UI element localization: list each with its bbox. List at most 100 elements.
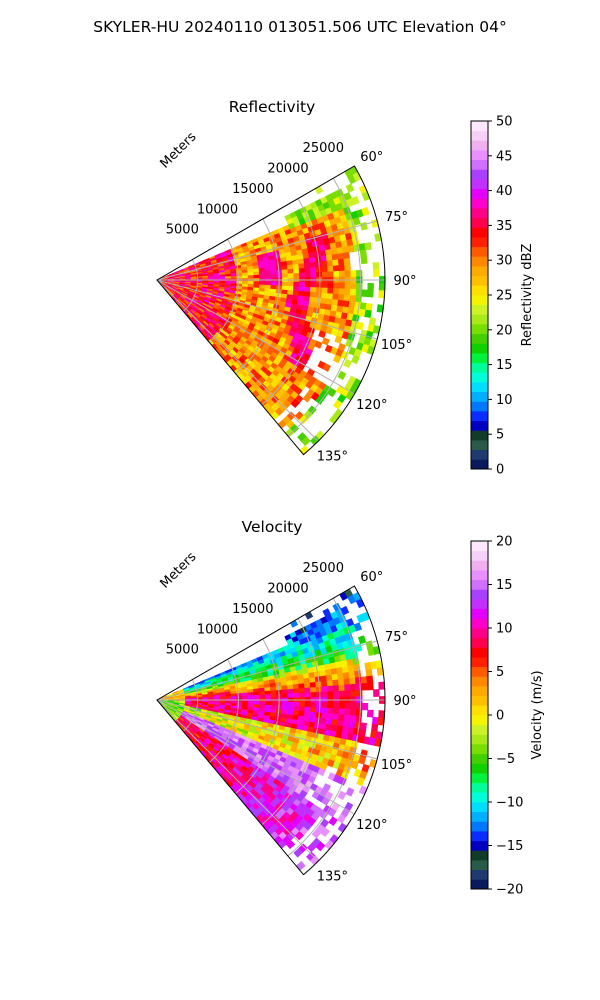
sector-cell [327, 691, 335, 698]
velocity-title: Velocity [242, 518, 303, 536]
sector-cell [344, 264, 351, 272]
sector-cell [281, 273, 289, 279]
colorbar-swatch [471, 159, 488, 170]
sector-cell [270, 273, 278, 279]
angle-tick-label: 135° [317, 869, 348, 884]
sector-cell [295, 860, 306, 871]
sector-cell [349, 715, 357, 723]
reflectivity-colorbar: 0 5 10 15 20 25 30 35 40 45 50 [470, 115, 513, 478]
sector-cell [355, 683, 363, 691]
colorbar-swatch [471, 657, 488, 668]
colorbar-tick-label: 5 [496, 665, 504, 680]
colorbar-swatch [471, 256, 488, 267]
sector-cell [332, 259, 340, 267]
sector-cell [320, 255, 328, 263]
sector-cell [361, 703, 369, 711]
sector-cell [310, 286, 317, 293]
sector-cell [332, 713, 340, 721]
sector-cell [366, 675, 374, 684]
angle-tick-label: 60° [360, 150, 383, 165]
sector-cell [337, 790, 347, 801]
sector-cell [285, 839, 296, 850]
sector-cell [337, 258, 345, 266]
bearing-spoke [156, 699, 355, 815]
sector-cell [270, 690, 277, 695]
colorbar-swatch [471, 362, 488, 373]
sector-cell [337, 719, 345, 728]
sector-cell [360, 676, 368, 685]
sector-cell [344, 684, 351, 692]
colorbar-swatch [471, 753, 488, 764]
sector-cell [270, 693, 278, 699]
colorbar-tick-label: 0 [496, 463, 504, 478]
colorbar-swatch [471, 333, 488, 344]
colorbar-swatch [471, 666, 488, 677]
sector-cell [338, 288, 346, 296]
sector-cell [292, 263, 300, 270]
sector-cell [321, 691, 329, 698]
sector-cell [371, 723, 379, 732]
velocity-grid [156, 585, 386, 876]
sector-cell [287, 273, 295, 279]
sector-cell [332, 293, 340, 301]
colorbar-swatch [471, 304, 488, 315]
reflectivity-axis-ticks: 5000 10000 15000 20000 25000 60° 75° 90° 105° 120… [166, 141, 417, 464]
colorbar-swatch [471, 840, 488, 851]
colorbar-swatch [471, 773, 488, 784]
colorbar-tick-label: −10 [496, 796, 523, 811]
colorbar-swatch [471, 705, 488, 716]
angle-tick-label: 60° [360, 570, 383, 585]
sector-cell [294, 831, 305, 841]
colorbar-swatch [471, 324, 488, 335]
sector-cell [327, 702, 335, 709]
sector-cell [337, 714, 345, 722]
colorbar-swatch [471, 831, 488, 842]
sector-cell [321, 702, 329, 709]
colorbar-swatch [471, 724, 488, 735]
sector-cell [348, 671, 356, 679]
sector-cell [354, 670, 362, 679]
sector-cell [286, 264, 294, 270]
sector-cell [322, 363, 332, 372]
sector-cell [287, 705, 294, 712]
reflectivity-title: Reflectivity [229, 98, 316, 116]
sector-cell [298, 286, 306, 293]
sector-cell [281, 693, 289, 699]
colorbar-swatch [471, 401, 488, 412]
sector-cell [371, 716, 379, 725]
sector-cell [351, 354, 360, 365]
colorbar-swatch [471, 628, 488, 639]
sector-cell [326, 680, 334, 687]
colorbar-swatch [471, 541, 488, 552]
sector-cell [340, 605, 350, 616]
sector-cell [270, 270, 277, 275]
sector-cell [236, 275, 243, 280]
sector-cell [337, 252, 345, 261]
sector-cell [350, 282, 357, 290]
colorbar-tick-label: 15 [496, 578, 513, 593]
sector-cell [287, 285, 294, 292]
colorbar-swatch [471, 860, 488, 871]
sector-cell [308, 256, 316, 264]
sector-cell [320, 675, 328, 683]
range-ring [235, 638, 280, 794]
sector-cell [372, 262, 380, 271]
sector-cell [304, 286, 312, 293]
sector-cell [333, 270, 340, 278]
colorbar-swatch [471, 198, 488, 209]
sector-cell [367, 282, 374, 291]
sector-cell [332, 288, 340, 295]
sector-cell [332, 679, 340, 687]
range-ring [287, 597, 362, 857]
sector-cell [345, 183, 355, 193]
colorbar-tick-label: −20 [496, 883, 523, 898]
sector-cell [317, 767, 326, 777]
colorbar-swatch [471, 821, 488, 832]
bearing-spoke [156, 699, 378, 760]
sector-cell [298, 692, 306, 699]
colorbar-swatch [471, 140, 488, 151]
sector-cell [356, 321, 364, 331]
sector-cell [309, 261, 317, 269]
sector-cell [264, 274, 272, 279]
sector-cell [290, 398, 300, 409]
